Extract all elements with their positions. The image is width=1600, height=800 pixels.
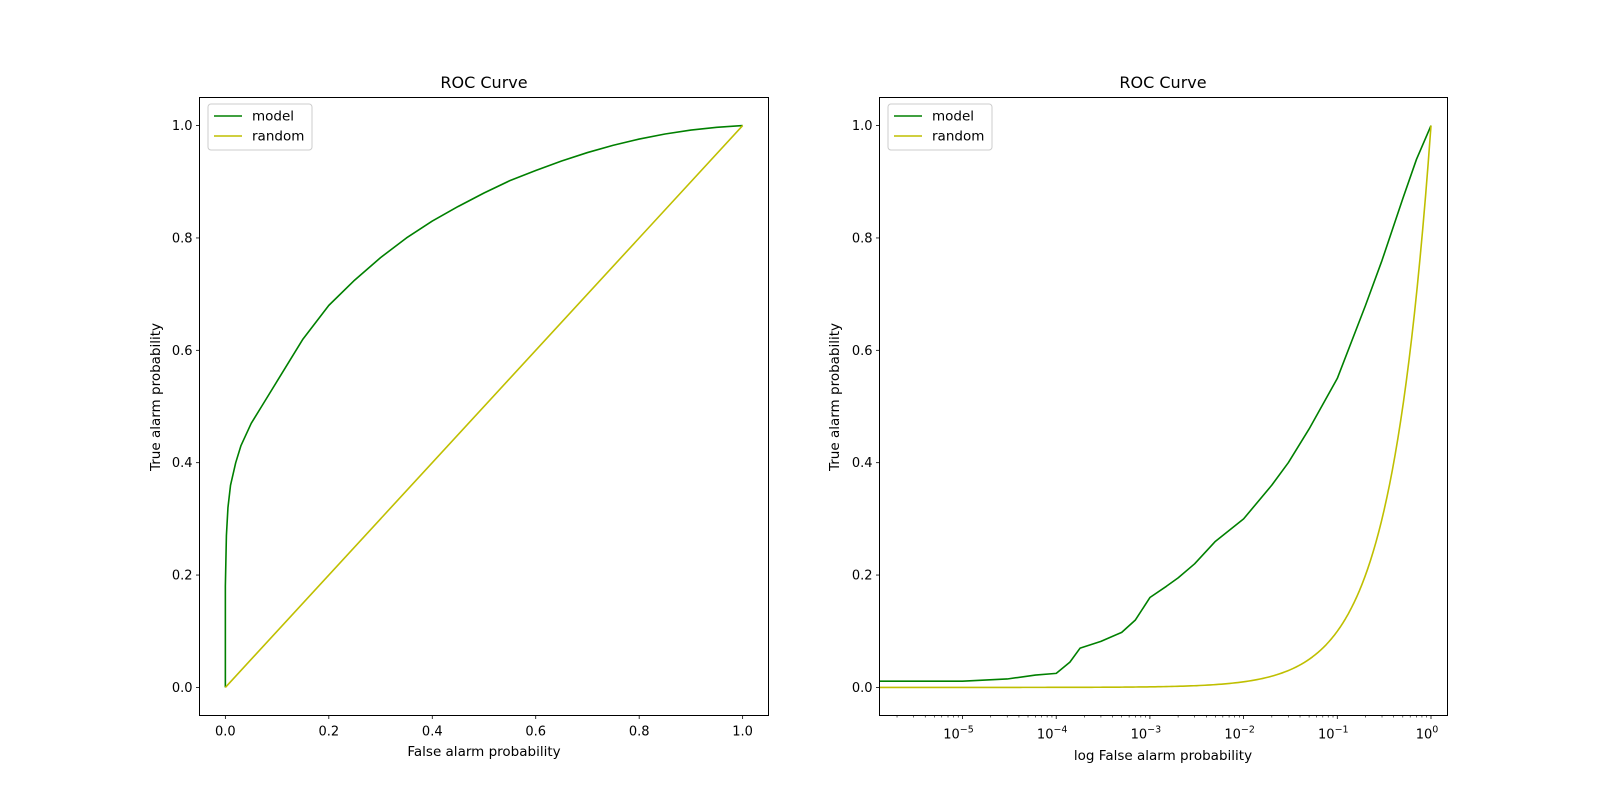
legend: model random <box>207 103 313 151</box>
x-tick-exponent: −3 <box>1147 725 1161 736</box>
x-tick-exponent: −1 <box>1335 725 1349 736</box>
x-tick-label: 0.4 <box>422 725 443 740</box>
x-tick-label: 10−3 <box>1131 725 1162 743</box>
y-tick-label: 0.8 <box>172 231 193 246</box>
y-tick-label: 1.0 <box>852 119 873 134</box>
legend: model random <box>887 103 993 151</box>
y-tick-label: 1.0 <box>172 119 193 134</box>
plot-lines <box>879 125 1432 689</box>
legend-random-label: random <box>252 129 304 145</box>
x-tick-exponent: −5 <box>960 725 974 736</box>
legend-model-label: model <box>932 109 974 125</box>
axes-frame <box>199 97 769 716</box>
axes-frame <box>879 97 1448 716</box>
plot-lines <box>224 124 744 688</box>
y-axis-label: True alarm probability <box>827 323 843 472</box>
x-tick-label: 10−1 <box>1318 725 1349 743</box>
y-tick-label: 0.0 <box>852 681 873 696</box>
chart-title: ROC Curve <box>440 73 527 92</box>
x-tick-label: 0.6 <box>525 725 546 740</box>
x-axis-label: False alarm probability <box>407 744 560 760</box>
y-tick-label: 0.6 <box>172 344 193 359</box>
y-tick-label: 0.2 <box>852 569 873 584</box>
x-tick-label: 0.2 <box>318 725 339 740</box>
x-tick-base: 10 <box>1131 728 1148 743</box>
x-tick-base: 10 <box>1416 728 1433 743</box>
roc-chart-log: ROC Curve log False alarm probability Tr… <box>827 73 1448 764</box>
axis-ticks: 0.0 0.2 0.4 0.6 0.8 1.0 0.0 0.2 0.4 0.6 0.8 1.0 <box>172 119 753 739</box>
x-tick-label: 0.8 <box>629 725 650 740</box>
x-tick-base: 10 <box>1037 728 1054 743</box>
legend-random-label: random <box>932 129 984 145</box>
x-tick-label: 0.0 <box>215 725 236 740</box>
y-tick-label: 0.4 <box>852 456 873 471</box>
x-tick-exponent: −2 <box>1241 725 1255 736</box>
chart-title: ROC Curve <box>1119 73 1206 92</box>
x-tick-label: 10−5 <box>943 725 974 743</box>
y-tick-label: 0.0 <box>172 681 193 696</box>
x-tick-exponent: −4 <box>1053 725 1067 736</box>
y-tick-label: 0.4 <box>172 456 193 471</box>
series-line-random <box>224 125 744 688</box>
x-tick-base: 10 <box>943 728 960 743</box>
y-tick-label: 0.8 <box>852 231 873 246</box>
series-line-random <box>879 125 1432 689</box>
x-tick-label: 1.0 <box>732 725 753 740</box>
x-tick-label: 10−4 <box>1037 725 1068 743</box>
legend-model-label: model <box>252 109 294 125</box>
roc-chart-linear: ROC Curve False alarm probability True a… <box>148 73 769 760</box>
x-axis-label: log False alarm probability <box>1074 748 1252 764</box>
series-line-model <box>879 125 1432 683</box>
x-tick-label: 100 <box>1416 725 1439 743</box>
x-tick-exponent: 0 <box>1432 725 1438 736</box>
y-axis-label: True alarm probability <box>148 323 164 472</box>
series-line-model <box>224 124 743 688</box>
y-tick-label: 0.2 <box>172 569 193 584</box>
x-tick-base: 10 <box>1224 728 1241 743</box>
x-tick-label: 10−2 <box>1224 725 1255 743</box>
x-tick-base: 10 <box>1318 728 1335 743</box>
y-tick-label: 0.6 <box>852 344 873 359</box>
